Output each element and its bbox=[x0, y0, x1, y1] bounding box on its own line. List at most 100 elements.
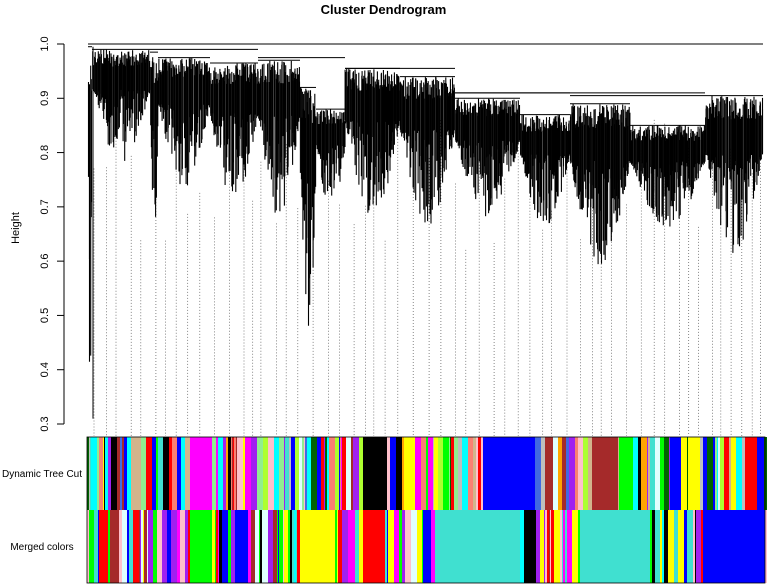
dynamic-tree-cut-segment bbox=[650, 437, 655, 510]
y-axis: 0.3 0.4 0.5 0.6 0.7 0.8 0.9 1.0 bbox=[39, 36, 65, 432]
merged-colors-segment bbox=[148, 510, 153, 583]
dynamic-tree-cut-segment bbox=[710, 437, 713, 510]
dynamic-tree-cut-segment bbox=[156, 437, 158, 510]
dynamic-tree-cut-segment bbox=[181, 437, 185, 510]
color-rows-frame bbox=[86, 436, 766, 584]
merged-colors-segment bbox=[536, 510, 540, 583]
row-label-dynamic-tree-cut: Dynamic Tree Cut bbox=[1, 469, 83, 480]
merged-colors-segment bbox=[684, 510, 687, 583]
dynamic-tree-cut-module bbox=[592, 437, 618, 510]
dynamic-tree-cut-segment bbox=[305, 437, 307, 510]
dynamic-tree-cut-segment bbox=[304, 437, 305, 510]
leaf-guide-lines bbox=[93, 115, 761, 436]
dynamic-tree-cut-segment bbox=[632, 437, 638, 510]
merged-colors-segment bbox=[550, 510, 551, 583]
dynamic-tree-cut-segment bbox=[341, 437, 342, 510]
merged-colors-segment bbox=[402, 510, 405, 583]
merged-colors-segment bbox=[678, 510, 684, 583]
merged-colors-segment bbox=[353, 510, 355, 583]
y-tick-label: 1.0 bbox=[39, 36, 51, 51]
module-color-rows bbox=[86, 436, 767, 584]
dynamic-tree-cut-segment bbox=[384, 437, 387, 510]
merged-colors-segment bbox=[222, 510, 228, 583]
dynamic-tree-cut-segment bbox=[97, 437, 99, 510]
merged-colors-segment bbox=[284, 510, 288, 583]
dynamic-tree-cut-segment bbox=[243, 437, 245, 510]
dynamic-tree-cut-segment bbox=[724, 437, 729, 510]
dynamic-tree-cut-segment bbox=[185, 437, 191, 510]
dynamic-tree-cut-segment bbox=[715, 437, 717, 510]
dynamic-tree-cut-segment bbox=[449, 437, 450, 510]
merged-colors-segment bbox=[122, 510, 127, 583]
merged-colors-segment bbox=[279, 510, 283, 583]
dynamic-tree-cut-segment bbox=[307, 437, 311, 510]
merged-colors-segment bbox=[217, 510, 218, 583]
merged-colors-segment bbox=[251, 510, 255, 583]
dynamic-tree-cut-segment bbox=[664, 437, 669, 510]
dynamic-tree-cut-segment bbox=[237, 437, 243, 510]
merged-colors-segment bbox=[359, 510, 365, 583]
dynamic-tree-cut-segment bbox=[462, 437, 468, 510]
dynamic-tree-cut-segment bbox=[302, 437, 304, 510]
dynamic-tree-cut-module bbox=[619, 437, 633, 510]
merged-colors-segment bbox=[94, 510, 98, 583]
dynamic-tree-cut-segment bbox=[669, 437, 670, 510]
merged-colors-segment bbox=[238, 510, 242, 583]
merged-colors-segment bbox=[87, 510, 89, 583]
dynamic-tree-cut-segment bbox=[127, 437, 131, 510]
dynamic-tree-cut-segment bbox=[404, 437, 410, 510]
merged-colors-segment bbox=[544, 510, 545, 583]
merged-colors-segment bbox=[273, 510, 277, 583]
merged-colors-segment bbox=[695, 510, 696, 583]
dynamic-tree-cut-module bbox=[688, 437, 700, 510]
chart-title: Cluster Dendrogram bbox=[320, 2, 447, 17]
dynamic-tree-cut-segment bbox=[108, 437, 111, 510]
dynamic-tree-cut-segment bbox=[231, 437, 232, 510]
merged-colors-segment bbox=[147, 510, 148, 583]
merged-colors-segment bbox=[337, 510, 338, 583]
dynamic-tree-cut-segment bbox=[91, 437, 97, 510]
merged-colors-segment bbox=[99, 510, 102, 583]
dynamic-tree-cut-segment bbox=[641, 437, 647, 510]
merged-colors-segment bbox=[664, 510, 668, 583]
merged-colors-segment bbox=[171, 510, 176, 583]
merged-colors-segment bbox=[674, 510, 676, 583]
dynamic-tree-cut-segment bbox=[346, 437, 351, 510]
dynamic-tree-cut-segment bbox=[648, 437, 650, 510]
merged-colors-segment bbox=[292, 510, 294, 583]
merged-colors-segment bbox=[422, 510, 423, 583]
merged-colors-segment bbox=[764, 510, 767, 583]
dynamic-tree-cut-segment bbox=[137, 437, 141, 510]
dynamic-tree-cut-segment bbox=[434, 437, 438, 510]
dynamic-tree-cut-segment bbox=[562, 437, 566, 510]
merged-colors-segment bbox=[562, 510, 563, 583]
merged-colors-segment bbox=[228, 510, 231, 583]
merged-colors-segment bbox=[687, 510, 693, 583]
dynamic-tree-cut-segment bbox=[535, 437, 541, 510]
merged-colors-segment bbox=[520, 510, 524, 583]
merged-colors-segment bbox=[108, 510, 110, 583]
dynamic-tree-cut-segment bbox=[268, 437, 274, 510]
dynamic-tree-cut-segment bbox=[476, 437, 478, 510]
dynamic-tree-cut-segment bbox=[717, 437, 718, 510]
merged-colors-segment bbox=[296, 510, 297, 583]
merged-colors-segment bbox=[355, 510, 356, 583]
merged-colors-module bbox=[190, 510, 212, 583]
dynamic-tree-cut-module bbox=[363, 437, 385, 510]
y-tick-label: 0.7 bbox=[39, 199, 51, 214]
dynamic-tree-cut-segment bbox=[335, 437, 339, 510]
merged-colors-segment bbox=[662, 510, 664, 583]
merged-colors-module bbox=[363, 510, 385, 583]
merged-colors-segment bbox=[177, 510, 180, 583]
y-tick-label: 0.4 bbox=[39, 362, 51, 377]
merged-colors-segment bbox=[141, 510, 143, 583]
dynamic-tree-cut-segment bbox=[731, 437, 732, 510]
merged-colors-segment bbox=[565, 510, 567, 583]
merged-colors-segment bbox=[218, 510, 219, 583]
dynamic-tree-cut-segment bbox=[351, 437, 353, 510]
merged-colors-segment bbox=[567, 510, 572, 583]
merged-colors-segment bbox=[113, 510, 119, 583]
dynamic-tree-cut-segment bbox=[359, 437, 365, 510]
dynamic-tree-cut-segment bbox=[433, 437, 434, 510]
